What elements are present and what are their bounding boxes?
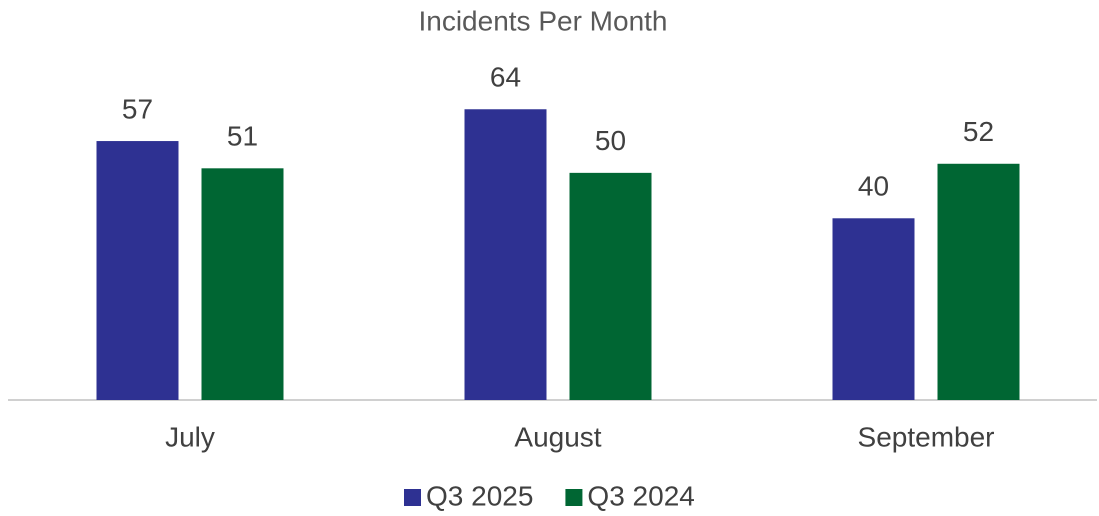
bar — [832, 218, 915, 400]
x-tick-label: July — [165, 421, 215, 452]
legend-label: Q3 2025 — [426, 480, 533, 511]
bar — [464, 109, 547, 400]
bar — [96, 141, 179, 401]
data-label: 50 — [595, 125, 626, 156]
bar — [201, 168, 284, 400]
bar — [937, 163, 1020, 400]
data-label: 57 — [122, 93, 153, 124]
bar — [569, 172, 652, 400]
data-label: 40 — [858, 171, 889, 202]
data-label: 64 — [490, 62, 521, 93]
data-label: 51 — [227, 121, 258, 152]
x-tick-label: August — [514, 421, 601, 452]
data-label: 52 — [963, 116, 994, 147]
chart-title: Incidents Per Month — [418, 5, 667, 36]
legend-swatch — [565, 489, 583, 506]
legend-swatch — [404, 489, 421, 506]
x-tick-label: September — [858, 421, 995, 452]
legend-label: Q3 2024 — [587, 480, 694, 511]
